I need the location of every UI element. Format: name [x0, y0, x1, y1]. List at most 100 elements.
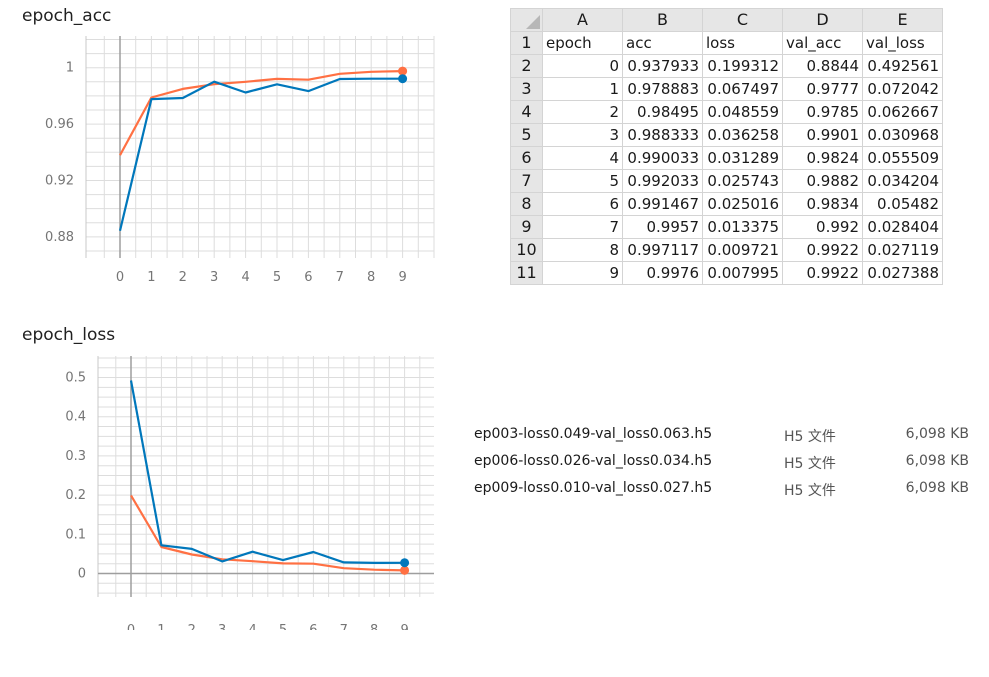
data-cell[interactable]: 0.9882 [782, 169, 863, 193]
row-header[interactable]: 5 [510, 123, 543, 147]
data-cell[interactable]: 0.034204 [862, 169, 943, 193]
data-cell[interactable]: 5 [542, 169, 623, 193]
data-cell[interactable]: 0.05482 [862, 192, 943, 216]
x-tick-label: 3 [218, 623, 226, 630]
data-cell[interactable]: 0.9922 [782, 238, 863, 262]
file-row[interactable]: ep009-loss0.010-val_loss0.027.h5 H5 文件 6… [474, 480, 974, 507]
row-header[interactable]: 1 [510, 31, 543, 55]
sheet-row: 1 epoch acc loss val_acc val_loss [510, 31, 943, 55]
data-cell[interactable]: 7 [542, 215, 623, 239]
header-cell[interactable]: epoch [542, 31, 623, 55]
data-cell[interactable]: 0.992033 [622, 169, 703, 193]
data-cell[interactable]: 0.048559 [702, 100, 783, 124]
data-cell[interactable]: 0.9834 [782, 192, 863, 216]
data-cell[interactable]: 1 [542, 77, 623, 101]
data-cell[interactable]: 0.9785 [782, 100, 863, 124]
y-tick-label: 0.96 [45, 117, 74, 132]
data-cell[interactable]: 0.036258 [702, 123, 783, 147]
y-tick-label: 0.4 [65, 410, 86, 425]
y-tick-label: 0.92 [45, 173, 74, 188]
data-cell[interactable]: 0.067497 [702, 77, 783, 101]
column-header-d[interactable]: D [782, 8, 863, 32]
loss-chart: 0 0.1 0.2 0.3 0.4 0.5 0 1 2 3 4 5 6 7 8 9 [65, 356, 434, 630]
row-header[interactable]: 10 [510, 238, 543, 262]
y-tick-label: 0.1 [65, 527, 86, 542]
chart-title-loss: epoch_loss [22, 325, 116, 345]
sheet-row: 3 1 0.978883 0.067497 0.9777 0.072042 [510, 77, 943, 101]
data-cell[interactable]: 9 [542, 261, 623, 285]
x-tick-label: 9 [400, 623, 408, 630]
data-cell[interactable]: 0.013375 [702, 215, 783, 239]
data-cell[interactable]: 0.937933 [622, 54, 703, 78]
data-cell[interactable]: 0.98495 [622, 100, 703, 124]
header-cell[interactable]: val_loss [862, 31, 943, 55]
sheet-row: 5 3 0.988333 0.036258 0.9901 0.030968 [510, 123, 943, 147]
header-cell[interactable]: val_acc [782, 31, 863, 55]
data-cell[interactable]: 0.062667 [862, 100, 943, 124]
file-row[interactable]: ep006-loss0.026-val_loss0.034.h5 H5 文件 6… [474, 453, 974, 480]
column-header-e[interactable]: E [862, 8, 943, 32]
data-cell[interactable]: 0.055509 [862, 146, 943, 170]
file-type: H5 文件 [784, 483, 836, 499]
data-cell[interactable]: 6 [542, 192, 623, 216]
data-cell[interactable]: 0.007995 [702, 261, 783, 285]
x-tick-label: 6 [309, 623, 317, 630]
row-header[interactable]: 6 [510, 146, 543, 170]
data-cell[interactable]: 0.992 [782, 215, 863, 239]
row-header[interactable]: 2 [510, 54, 543, 78]
chart-title-acc: epoch_acc [22, 6, 112, 26]
column-header-b[interactable]: B [622, 8, 703, 32]
y-tick-label: 0.88 [45, 230, 74, 245]
y-tick-label: 0.5 [65, 371, 86, 386]
data-cell[interactable]: 2 [542, 100, 623, 124]
series-line [129, 380, 405, 564]
data-cell[interactable]: 0.492561 [862, 54, 943, 78]
data-cell[interactable]: 0.8844 [782, 54, 863, 78]
data-cell[interactable]: 0.9901 [782, 123, 863, 147]
data-cell[interactable]: 0.027119 [862, 238, 943, 262]
data-cell[interactable]: 0.997117 [622, 238, 703, 262]
x-tick-label: 5 [279, 623, 287, 630]
data-cell[interactable]: 0.028404 [862, 215, 943, 239]
y-tick-label: 0.2 [65, 488, 86, 503]
row-header[interactable]: 3 [510, 77, 543, 101]
series-end-point [398, 74, 408, 84]
row-header[interactable]: 7 [510, 169, 543, 193]
column-header-a[interactable]: A [542, 8, 623, 32]
row-header[interactable]: 4 [510, 100, 543, 124]
file-row[interactable]: ep003-loss0.049-val_loss0.063.h5 H5 文件 6… [474, 426, 974, 453]
data-cell[interactable]: 0 [542, 54, 623, 78]
row-header[interactable]: 11 [510, 261, 543, 285]
data-cell[interactable]: 0.9824 [782, 146, 863, 170]
data-cell[interactable]: 0.072042 [862, 77, 943, 101]
data-cell[interactable]: 0.030968 [862, 123, 943, 147]
header-cell[interactable]: acc [622, 31, 703, 55]
data-cell[interactable]: 0.025743 [702, 169, 783, 193]
select-all-corner[interactable] [510, 8, 543, 32]
sheet-row: 11 9 0.9976 0.007995 0.9922 0.027388 [510, 261, 943, 285]
data-cell[interactable]: 0.990033 [622, 146, 703, 170]
data-cell[interactable]: 0.988333 [622, 123, 703, 147]
column-header-c[interactable]: C [702, 8, 783, 32]
data-cell[interactable]: 0.199312 [702, 54, 783, 78]
data-cell[interactable]: 0.027388 [862, 261, 943, 285]
data-cell[interactable]: 8 [542, 238, 623, 262]
row-header[interactable]: 9 [510, 215, 543, 239]
data-cell[interactable]: 0.025016 [702, 192, 783, 216]
header-cell[interactable]: loss [702, 31, 783, 55]
data-cell[interactable]: 0.9957 [622, 215, 703, 239]
data-cell[interactable]: 0.978883 [622, 77, 703, 101]
data-cell[interactable]: 4 [542, 146, 623, 170]
data-cell[interactable]: 0.9922 [782, 261, 863, 285]
series-end-point [398, 66, 408, 76]
data-cell[interactable]: 3 [542, 123, 623, 147]
row-header[interactable]: 8 [510, 192, 543, 216]
file-type: H5 文件 [784, 429, 836, 445]
data-cell[interactable]: 0.009721 [702, 238, 783, 262]
data-cell[interactable]: 0.9777 [782, 77, 863, 101]
data-cell[interactable]: 0.991467 [622, 192, 703, 216]
grid [86, 36, 435, 258]
file-size: 6,098 KB [905, 480, 969, 496]
data-cell[interactable]: 0.9976 [622, 261, 703, 285]
data-cell[interactable]: 0.031289 [702, 146, 783, 170]
